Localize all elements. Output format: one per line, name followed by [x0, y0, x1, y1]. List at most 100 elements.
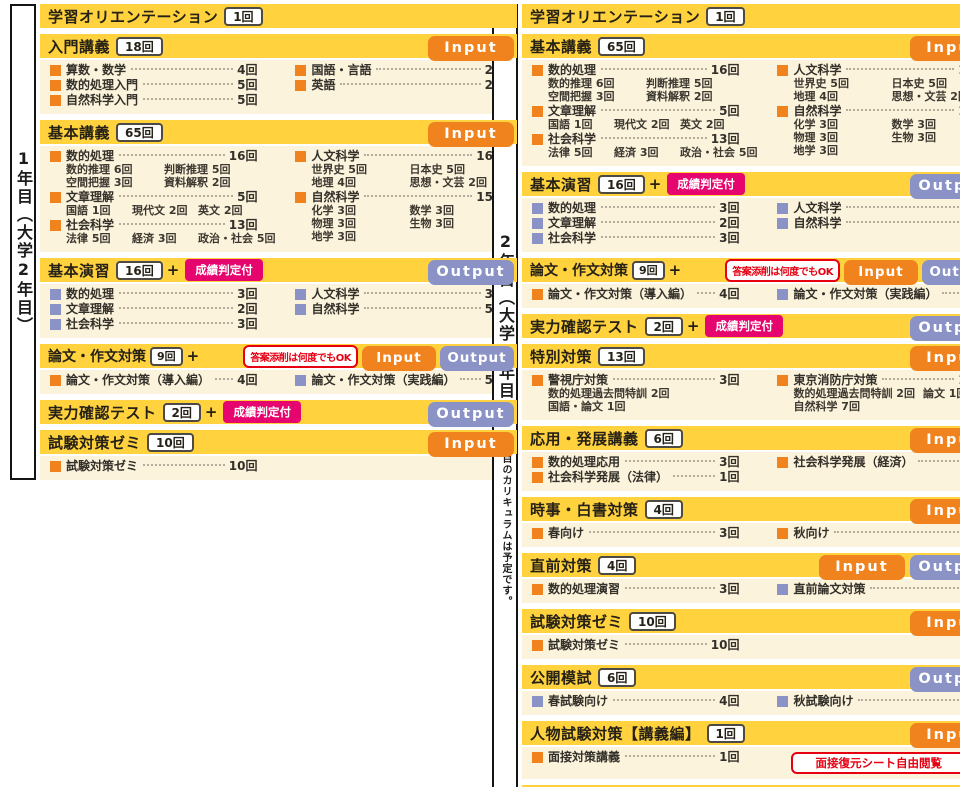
item-subdetail: 空間把握 3回 資料解釈 2回 — [66, 176, 257, 189]
dotted-leader — [625, 755, 716, 757]
course-item-row: 数的処理演習 3回 — [532, 583, 739, 596]
dotted-leader — [613, 378, 716, 380]
item-count: 5回 — [237, 93, 258, 107]
output-badge: Output — [909, 666, 960, 692]
curriculum-section: 試験対策ゼミ 10回 Input 試験対策ゼミ 10回 — [40, 430, 517, 480]
orange-square-icon — [50, 220, 61, 231]
item-subdetail: 国語 1回 現代文 2回 英文 2回 — [548, 118, 739, 131]
dotted-leader — [143, 98, 234, 100]
item-count: 5回 — [237, 190, 258, 204]
subdetail-token: 国語 1回 — [66, 204, 111, 217]
item-count: 15回 — [958, 105, 960, 118]
orange-square-icon — [532, 457, 543, 468]
orange-square-icon — [777, 375, 789, 386]
section-header: 実力確認テスト 2回+ 成績判定付 Output — [40, 400, 517, 427]
course-item-row: 数的処理 3回 — [50, 288, 257, 301]
year1-panel: 1年目（大学2年目） 学習オリエンテーション 1回 入門講義 18回 Input 算数・数… — [10, 4, 517, 480]
course-item-row: 警視庁対策 3回 — [532, 374, 739, 387]
course-item-row: 社会科学 13回 — [50, 219, 257, 232]
course-item-row: 自然科学 15回 — [777, 105, 960, 118]
course-item: 論文・作文対策（導入編） 4回 — [532, 288, 739, 301]
curriculum-section: 入門講義 18回 Input 算数・数学 4回 数的処理入門 5回 自然科学入門 5回 国語・言語… — [40, 34, 517, 114]
course-item: 秋向け1回 — [777, 527, 960, 540]
subdetail-token: 地理 4回 — [311, 176, 356, 189]
dotted-leader — [625, 643, 707, 645]
course-item-row: 数的処理入門 5回 — [50, 79, 257, 92]
blue-square-icon — [50, 289, 61, 300]
course-item: 文章理解 2回 — [532, 217, 739, 230]
input-badge: Input — [909, 35, 960, 61]
item-label: 社会科学 — [66, 218, 115, 232]
year1-side-label-main: 1年目（大学2年目） — [14, 149, 33, 335]
input-badge: Input — [909, 345, 960, 371]
subdetail-token: 数学 3回 — [409, 204, 454, 217]
course-item-row: 人文科学3回 — [777, 202, 960, 215]
orange-square-icon — [532, 640, 543, 651]
dotted-leader — [601, 236, 716, 238]
orange-square-icon — [50, 375, 61, 386]
dotted-leader — [601, 109, 716, 111]
item-label: 論文・作文対策（導入編） — [548, 287, 693, 301]
course-item: 論文・作文対策（実践編）5回 — [777, 288, 960, 301]
course-item-row: 文章理解 2回 — [50, 303, 257, 316]
dotted-leader — [846, 68, 955, 70]
body-column — [269, 460, 516, 475]
curriculum-section: 公開模試 6回 Output 春試験向け 4回 秋試験向け2回 — [522, 665, 960, 715]
item-count: 3回 — [719, 231, 740, 245]
output-badge: Output — [909, 173, 960, 199]
subdetail-token: 生物 3回 — [409, 217, 454, 230]
session-count: 10回 — [629, 611, 676, 631]
course-item: 論文・作文対策（導入編） 4回 — [50, 374, 257, 387]
subdetail-token: 生物 3回 — [891, 131, 936, 144]
item-count: 4回 — [237, 373, 258, 387]
item-subdetail: 自然科学 7回 — [793, 400, 960, 413]
item-label: 自然科学 — [311, 190, 360, 204]
body-column: 数的処理演習 3回 — [532, 583, 751, 598]
year1-side-column: 1年目（大学2年目） — [10, 4, 36, 480]
interview-sheet-note: 面接復元シート自由閲覧 — [791, 752, 960, 774]
subdetail-token: 判断推理 5回 — [646, 77, 713, 90]
item-count: 4回 — [719, 694, 740, 708]
session-count: 1回 — [706, 723, 745, 743]
section-body: 試験対策ゼミ 10回 — [522, 635, 960, 659]
section-header: 基本演習 16回+ 成績判定付 Output — [40, 258, 517, 285]
orange-square-icon — [50, 95, 61, 106]
course-item: 数的処理応用 3回 — [532, 456, 739, 469]
grade-rating-badge: 成績判定付 — [185, 259, 263, 281]
course-item: 春向け 3回 — [532, 527, 739, 540]
section-body: 春向け 3回 秋向け1回 — [522, 523, 960, 547]
item-count: 5回 — [719, 104, 740, 118]
output-badge: Output — [909, 315, 960, 341]
subdetail-token: 地学 3回 — [311, 230, 356, 243]
grade-rating-badge: 成績判定付 — [667, 173, 745, 195]
section-body: 数的処理演習 3回 直前論文対策1回 — [522, 579, 960, 603]
body-column: 数的処理 16回 数的推理 6回 判断推理 5回 空間把握 3回 資料解釈 2回 文章理解 5… — [50, 149, 275, 247]
course-item: 直前論文対策1回 — [777, 583, 960, 596]
course-item: 社会科学 13回 法律 5回 経済 3回 政治・社会 5回 — [532, 133, 757, 159]
section-title: 試験対策ゼミ — [48, 433, 142, 452]
subdetail-token: 現代文 2回 — [132, 204, 188, 217]
subdetail-token: 思想・文芸 2回 — [409, 176, 487, 189]
dotted-leader — [601, 68, 707, 70]
course-item-row: 数的処理 16回 — [532, 64, 739, 77]
item-label: 春向け — [548, 526, 585, 540]
item-label: 自然科学 — [793, 216, 842, 230]
item-count: 2回 — [719, 216, 740, 230]
subdetail-token: 資料解釈 2回 — [646, 90, 713, 103]
subdetail-token: 日本史 5回 — [891, 77, 947, 90]
item-subdetail: 化学 3回 数学 3回 — [793, 118, 960, 131]
course-item: 数的処理 3回 — [532, 202, 739, 215]
body-column: 直前論文対策1回 — [751, 583, 960, 598]
subdetail-token: 物理 3回 — [311, 217, 356, 230]
section-header: 人物試験対策【講義編】 1回 Input — [522, 721, 960, 748]
item-subdetail: 地学 3回 — [311, 230, 504, 243]
section-header: 応用・発展講義 6回 Input — [522, 426, 960, 453]
course-item: 論文・作文対策（実践編）5回 — [295, 374, 505, 387]
item-label: 人文科学 — [311, 287, 360, 301]
item-subdetail: 地理 4回 思想・文芸 2回 — [793, 90, 960, 103]
subdetail-token: 世界史 5回 — [793, 77, 849, 90]
session-count: 18回 — [116, 36, 163, 56]
item-label: 数的処理 — [66, 149, 115, 163]
